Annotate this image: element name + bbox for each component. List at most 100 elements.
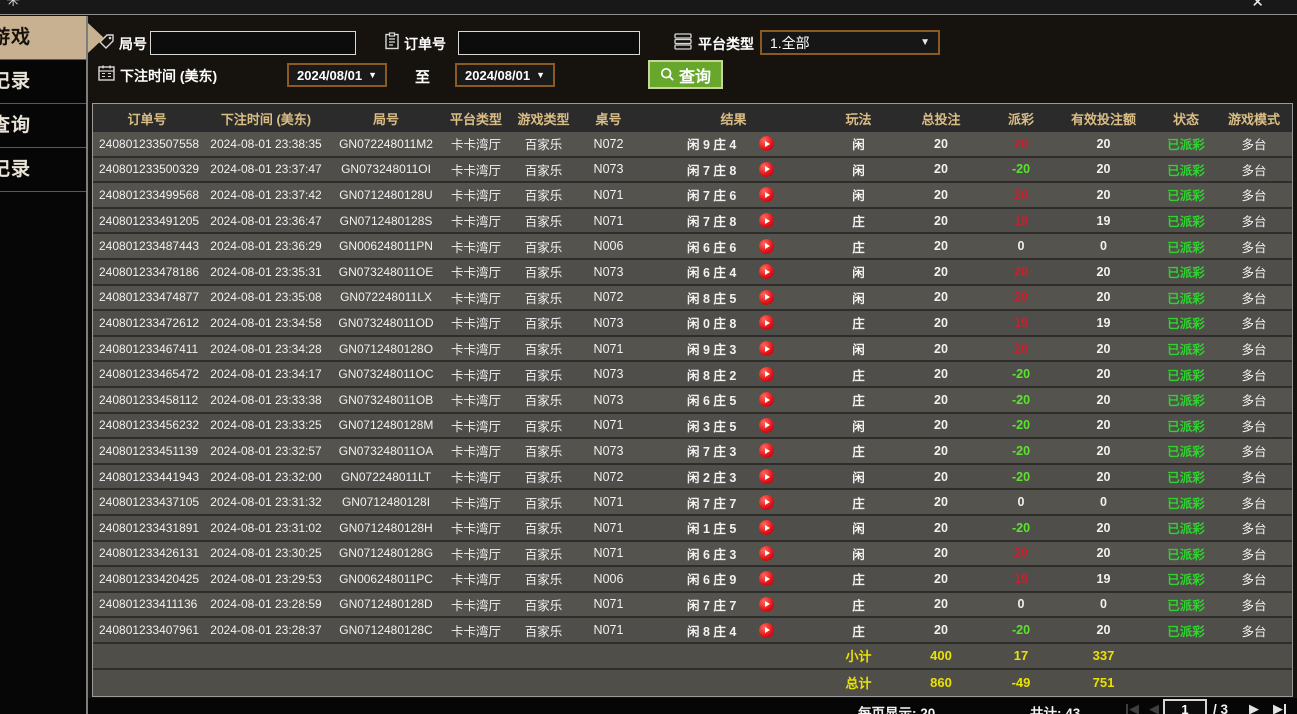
cell-platform: 卡卡湾厅 — [450, 624, 501, 639]
prev-page-icon[interactable]: ◀ — [1149, 701, 1159, 714]
cell-platform: 卡卡湾厅 — [450, 547, 501, 562]
cell-payout: -20 — [1011, 469, 1031, 484]
result-score: 闲 7 庄 8 — [687, 163, 737, 178]
cell-bet-time: 2024-08-01 23:36:29 — [210, 239, 322, 254]
sidebar-item-records[interactable]: 记录 — [0, 60, 86, 104]
result-score: 闲 6 庄 6 — [687, 240, 737, 255]
sidebar-item-records-2[interactable]: 记录 — [0, 148, 86, 192]
close-icon[interactable]: ✕ — [1251, 0, 1264, 11]
table-row: 240801233487443 2024-08-01 23:36:29 GN00… — [93, 234, 1292, 260]
cell-status: 已派彩 — [1167, 547, 1205, 562]
tag-icon — [98, 33, 116, 51]
first-page-icon[interactable]: ◀ — [1126, 701, 1139, 714]
cell-status: 已派彩 — [1167, 624, 1205, 639]
cell-play-type: 闲 — [852, 419, 865, 434]
search-button[interactable]: 查询 — [648, 60, 724, 89]
cell-total-bet: 20 — [934, 520, 948, 535]
cell-game-mode: 多台 — [1241, 189, 1267, 204]
cell-order-no: 240801233487443 — [99, 239, 200, 254]
main-panel: 局号 订单号 平台类型 1.全部 ▼ 下注时间 (美东) 2024/08/01 … — [0, 16, 1297, 714]
play-video-icon[interactable] — [759, 264, 774, 280]
cell-result: 闲 2 庄 3 — [641, 467, 826, 486]
cell-game-type: 百家乐 — [524, 266, 563, 281]
play-video-icon[interactable] — [759, 315, 774, 331]
cell-round-no: GN0712480128S — [339, 213, 433, 228]
cell-platform: 卡卡湾厅 — [450, 291, 501, 306]
play-video-icon[interactable] — [759, 392, 774, 408]
play-video-icon[interactable] — [759, 520, 774, 536]
play-video-icon[interactable] — [759, 136, 774, 152]
cell-valid-bet: 0 — [1100, 597, 1107, 612]
cell-valid-bet: 20 — [1096, 187, 1111, 202]
cell-total-bet: 20 — [934, 443, 948, 458]
cell-order-no: 240801233451139 — [99, 443, 199, 458]
sidebar-item-game[interactable]: 游戏 — [0, 16, 104, 60]
col-header-platform: 平台类型 — [449, 111, 502, 127]
play-video-icon[interactable] — [759, 341, 774, 357]
cell-round-no: GN0712480128O — [338, 341, 434, 356]
result-score: 闲 6 庄 5 — [687, 394, 737, 409]
sidebar-item-query[interactable]: 查询 — [0, 104, 86, 148]
play-video-icon[interactable] — [759, 161, 774, 177]
play-video-icon[interactable] — [759, 289, 774, 305]
result-score: 闲 7 庄 8 — [687, 215, 737, 230]
cell-order-no: 240801233472612 — [99, 315, 200, 330]
round-no-input[interactable] — [150, 31, 356, 55]
cell-round-no: GN073248011OB — [338, 392, 434, 407]
order-no-label: 订单号 — [404, 36, 446, 52]
cell-payout: -20 — [1011, 443, 1031, 458]
platform-type-select[interactable]: 1.全部 ▼ — [760, 30, 940, 55]
result-score: 闲 9 庄 3 — [687, 343, 737, 358]
col-header-round-no: 局号 — [372, 111, 399, 127]
play-video-icon[interactable] — [759, 366, 774, 382]
cell-game-mode: 多台 — [1241, 573, 1267, 588]
play-video-icon[interactable] — [759, 238, 774, 254]
cell-total-bet: 20 — [934, 264, 948, 279]
cell-status: 已派彩 — [1167, 598, 1205, 613]
cell-payout: -20 — [1011, 418, 1031, 433]
table-row: 240801233507558 2024-08-01 23:38:35 GN07… — [93, 132, 1292, 158]
play-video-icon[interactable] — [759, 187, 774, 203]
cell-game-mode: 多台 — [1241, 522, 1267, 537]
cell-payout: 20 — [1014, 187, 1028, 202]
cell-total-bet: 20 — [934, 623, 948, 638]
cell-play-type: 闲 — [852, 291, 865, 306]
cell-round-no: GN073248011OC — [338, 367, 434, 382]
cell-bet-time: 2024-08-01 23:32:57 — [210, 443, 322, 458]
play-video-icon[interactable] — [759, 469, 774, 485]
next-page-icon[interactable]: ▶ — [1249, 701, 1259, 714]
play-video-icon[interactable] — [759, 494, 774, 510]
date-from-picker[interactable]: 2024/08/01 ▼ — [287, 63, 387, 87]
play-video-icon[interactable] — [759, 571, 774, 587]
cell-payout: 0 — [1017, 597, 1025, 612]
cell-payout: 20 — [1014, 264, 1028, 279]
cell-table-no: N071 — [593, 623, 624, 638]
cell-total-bet: 20 — [934, 546, 948, 561]
platform-type-label: 平台类型 — [698, 36, 754, 52]
play-video-icon[interactable] — [759, 213, 774, 229]
cell-game-type: 百家乐 — [524, 240, 563, 255]
cell-platform: 卡卡湾厅 — [450, 368, 501, 383]
cell-play-type: 闲 — [852, 163, 865, 178]
cell-round-no: GN073248011OA — [338, 443, 434, 458]
cell-result: 闲 0 庄 8 — [641, 313, 826, 332]
cell-play-type: 闲 — [852, 471, 865, 486]
table-row: 240801233451139 2024-08-01 23:32:57 GN07… — [93, 439, 1292, 465]
date-to-value: 2024/08/01 — [465, 67, 531, 83]
play-video-icon[interactable] — [759, 596, 774, 612]
date-to-picker[interactable]: 2024/08/01 ▼ — [455, 63, 555, 87]
title-bar: ✳ ✕ — [0, 0, 1297, 15]
page-number-input[interactable] — [1163, 699, 1207, 714]
last-page-icon[interactable]: ▶ — [1273, 701, 1286, 714]
play-video-icon[interactable] — [759, 545, 774, 561]
grand-total-payout: -49 — [1011, 675, 1031, 691]
table-row: 240801233441943 2024-08-01 23:32:00 GN07… — [93, 464, 1292, 491]
cell-platform: 卡卡湾厅 — [450, 240, 501, 255]
play-video-icon[interactable] — [759, 417, 774, 433]
cell-valid-bet: 19 — [1096, 571, 1111, 586]
cell-table-no: N073 — [593, 392, 624, 407]
play-video-icon[interactable] — [759, 622, 774, 638]
cell-order-no: 240801233458112 — [99, 392, 199, 407]
order-no-input[interactable] — [458, 31, 640, 55]
play-video-icon[interactable] — [759, 443, 774, 459]
